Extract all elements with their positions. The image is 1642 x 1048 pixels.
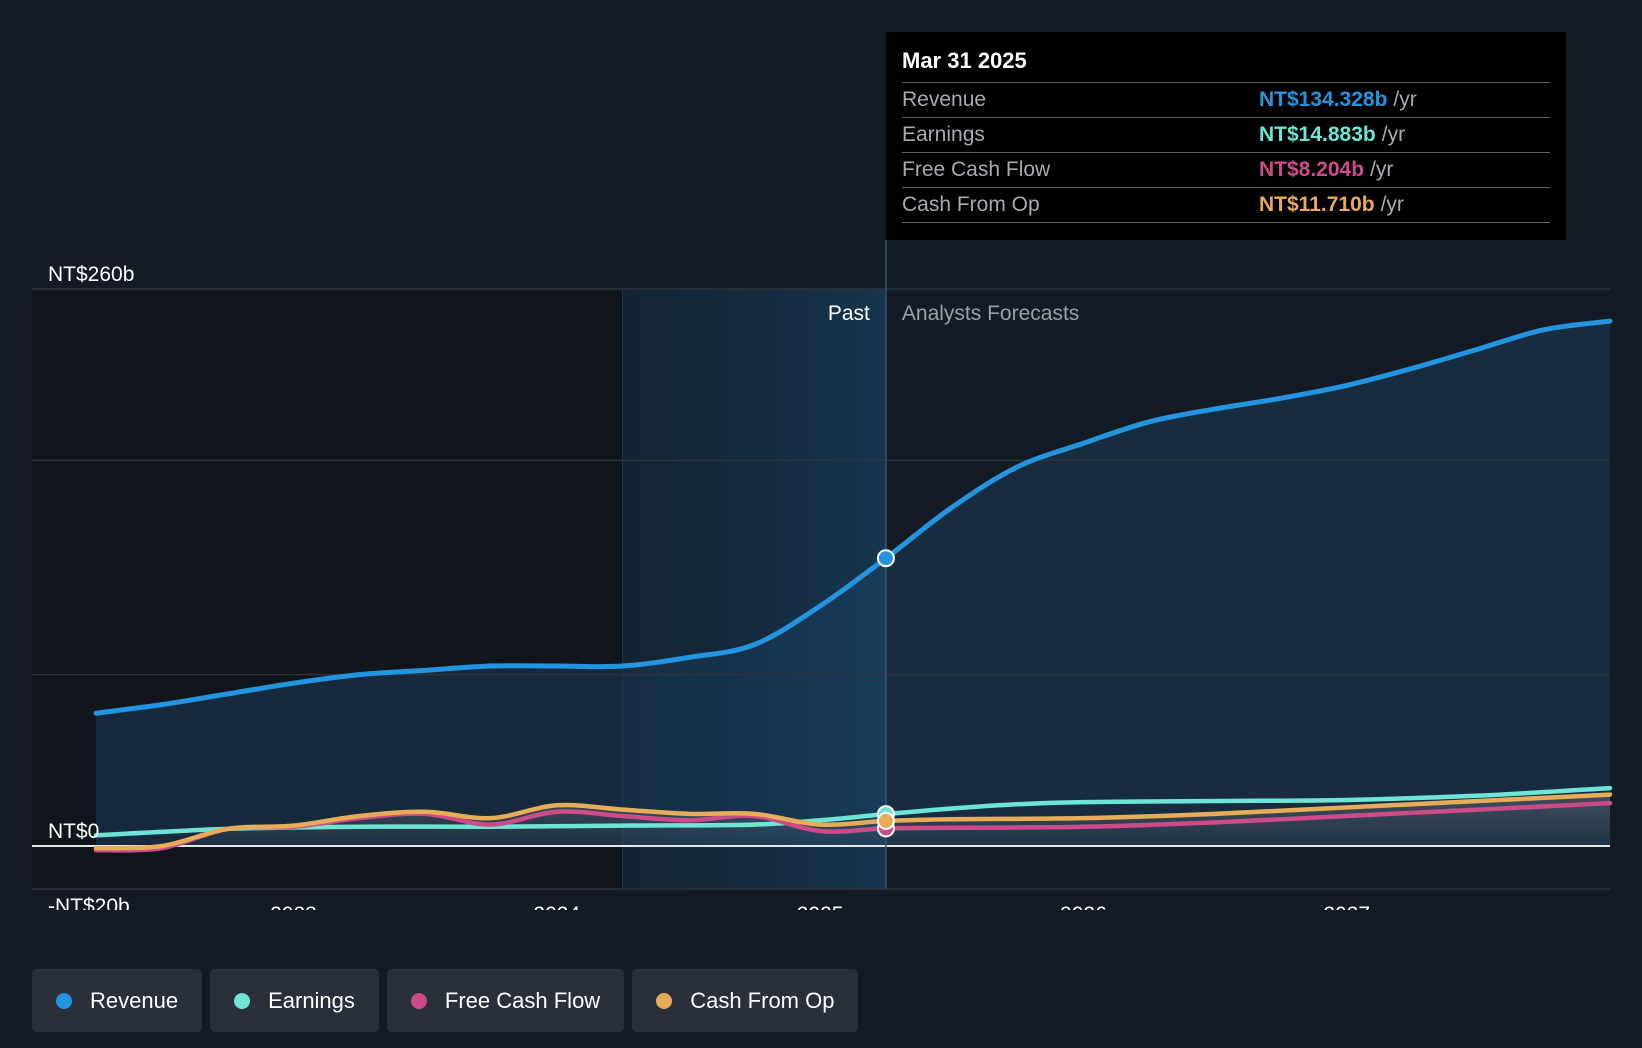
tooltip-row-label: Free Cash Flow <box>902 158 1051 181</box>
legend-item-free-cash-flow[interactable]: Free Cash Flow <box>386 969 625 1032</box>
tooltip-row-unit: /yr <box>1380 193 1404 216</box>
past-label: Past <box>828 302 870 325</box>
hover-tooltip: Mar 31 2025 Revenue NT$134.328b/yr Earning… <box>886 32 1566 240</box>
tooltip-row: Free Cash Flow NT$8.204b/yr <box>902 152 1550 187</box>
series-line-cash-from-op <box>93 792 1613 851</box>
tooltip-row-label: Earnings <box>902 123 985 146</box>
marker-cash-from-op <box>876 811 895 830</box>
chart-legend: Revenue Earnings Free Cash Flow Cash From O… <box>32 969 859 1032</box>
legend-dot-icon <box>410 992 427 1009</box>
legend-label: Cash From Op <box>690 987 835 1013</box>
financial-chart: NT$260b NT$0 -NT$20b 2023 2024 2025 2026 2027 Pa… <box>32 240 1613 910</box>
tooltip-row: Earnings NT$14.883b/yr <box>902 117 1550 152</box>
legend-dot-icon <box>56 992 72 1009</box>
legend-item-earnings[interactable]: Earnings <box>210 969 379 1032</box>
x-tick-label: 2024 <box>533 903 580 910</box>
tooltip-rows: Revenue NT$134.328b/yr Earnings NT$14.883b /… <box>902 82 1550 223</box>
marker-revenue <box>876 549 895 568</box>
legend-label: Revenue <box>90 987 179 1013</box>
tooltip-row-unit: /yr <box>1381 123 1406 146</box>
tooltip-row-label: Cash From Op <box>902 193 1040 216</box>
legend-item-cash-from-op[interactable]: Cash From Op <box>632 969 859 1032</box>
tooltip-row-unit: /yr <box>1393 88 1417 111</box>
x-tick-label: 2025 <box>797 903 844 910</box>
legend-label: Free Cash Flow <box>444 987 601 1013</box>
x-tick-label: 2026 <box>1060 903 1107 910</box>
tooltip-row-label: Revenue <box>902 88 987 111</box>
legend-dot-icon <box>656 992 673 1009</box>
x-tick-label: 2023 <box>270 903 317 910</box>
y-axis-label: NT$260b <box>48 263 134 286</box>
forecast-label: Analysts Forecasts <box>902 302 1079 325</box>
tooltip-row: Revenue NT$134.328b/yr <box>902 82 1550 117</box>
tooltip-row-unit: /yr <box>1370 158 1394 181</box>
tooltip-row-value: NT$11.710b <box>1259 193 1375 216</box>
tooltip-row-value: NT$134.328b <box>1259 88 1388 111</box>
y-axis-label: NT$0 <box>48 820 99 843</box>
legend-label: Earnings <box>268 987 355 1013</box>
series-line-revenue <box>93 318 1613 716</box>
tooltip-row-value: NT$14.883b <box>1259 123 1376 146</box>
tooltip-date: Mar 31 2025 <box>902 48 1027 73</box>
x-tick-label: 2027 <box>1323 903 1370 910</box>
legend-dot-icon <box>234 992 251 1009</box>
y-axis-label: -NT$20b <box>48 895 130 910</box>
tooltip-row: Cash From Op NT$11.710b/yr <box>902 187 1550 223</box>
tooltip-row-value: NT$8.204b <box>1259 158 1365 181</box>
legend-item-revenue[interactable]: Revenue <box>32 969 203 1032</box>
low-series-area <box>96 794 1610 849</box>
